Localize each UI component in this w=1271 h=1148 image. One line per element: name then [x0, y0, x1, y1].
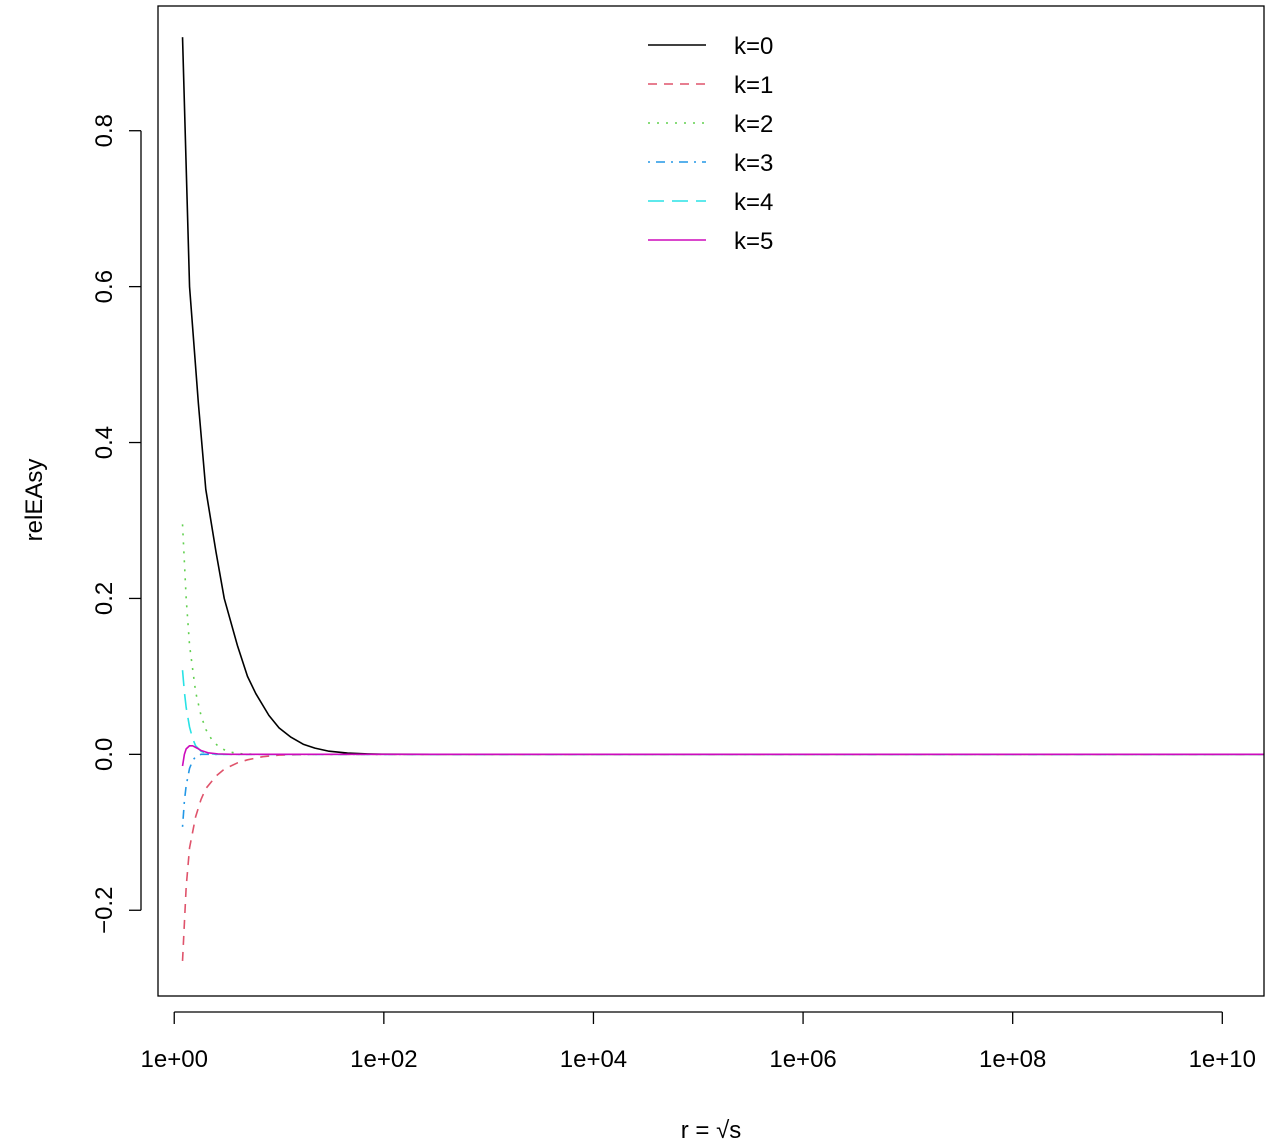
legend-label-k3: k=3 — [734, 150, 773, 177]
series-line-k1 — [181, 753, 1264, 961]
x-tick-label: 1e+10 — [1189, 1046, 1256, 1073]
legend: k=0 k=1 k=2 k=3 k=4 k=5 — [648, 33, 773, 255]
x-tick-label: 1e+08 — [979, 1046, 1046, 1073]
y-axis-label: relEAsy — [21, 459, 48, 542]
series-line-k3 — [181, 753, 1264, 827]
x-axis: 1e+00 1e+02 1e+04 1e+06 1e+08 1e+10 — [141, 1011, 1256, 1073]
legend-label-k1: k=1 — [734, 72, 773, 99]
legend-label-k5: k=5 — [734, 228, 773, 255]
y-tick-label: −0.2 — [91, 887, 118, 934]
legend-label-k0: k=0 — [734, 33, 773, 60]
legend-label-k2: k=2 — [734, 111, 773, 138]
x-tick-label: 1e+02 — [350, 1046, 417, 1073]
x-tick-label: 1e+04 — [560, 1046, 627, 1073]
y-tick-label: 0.4 — [91, 426, 118, 459]
plot-frame — [157, 5, 1265, 997]
legend-label-k4: k=4 — [734, 189, 773, 216]
series-line-k5 — [181, 744, 1264, 767]
plot-lines — [181, 37, 1264, 961]
x-tick-label: 1e+00 — [141, 1046, 208, 1073]
y-tick-label: 0.8 — [91, 114, 118, 147]
x-tick-label: 1e+06 — [769, 1046, 836, 1073]
series-line-k4 — [181, 670, 1264, 756]
y-axis: −0.2 0.0 0.2 0.4 0.6 0.8 — [91, 114, 142, 934]
y-tick-label: 0.2 — [91, 582, 118, 615]
x-axis-label: r = √s — [681, 1117, 742, 1144]
y-tick-label: 0.6 — [91, 270, 118, 303]
y-tick-label: 0.0 — [91, 738, 118, 771]
